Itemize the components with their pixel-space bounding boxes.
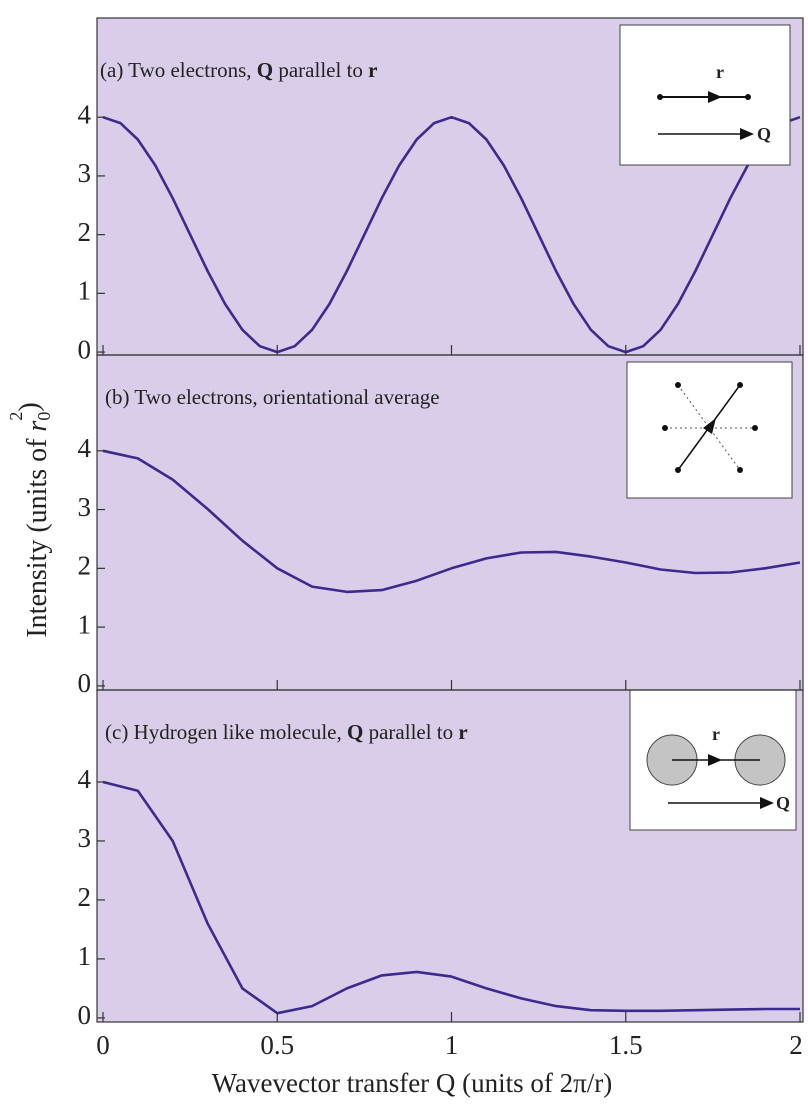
arrowhead [703,418,716,434]
curve [102,115,801,354]
panel-frame [96,689,804,1023]
title-part: r [458,720,467,744]
y-tick-label: 3 [78,492,92,522]
x-tick-label: 0.5 [260,1030,294,1060]
curve [102,449,801,594]
x-axis-label: Wavevector transfer Q (units of 2π/r) [212,1068,613,1098]
label-symbol: r [22,421,53,432]
y-tick-label: 0 [78,668,92,698]
panel-title: (c) Hydrogen like molecule, Q parallel t… [105,720,468,744]
curve [102,780,800,1015]
electron [657,94,663,100]
x-tick-label: 0 [96,1030,110,1060]
arrowhead [708,91,722,103]
inset-label: r [712,724,720,744]
electron [737,467,743,473]
title-part: (b) Two electrons, orientational average [105,385,440,409]
y-tick-label: 2 [78,551,92,581]
electrons [662,382,758,473]
label-sub: 0 [34,412,54,421]
x-tick-label: 1.5 [609,1030,643,1060]
electron [675,382,681,388]
electron [675,467,681,473]
curves [102,115,801,1015]
y-axis-label: Intensity (units of r02) [6,402,53,637]
panel-title: (b) Two electrons, orientational average [105,385,440,409]
title-part: Q [347,720,363,744]
inset-box [619,24,791,166]
inset-label: r [716,62,724,82]
y-tick-label: 2 [78,217,92,247]
title-part: (c) Hydrogen like molecule, [105,720,347,744]
plot-background [97,18,803,1022]
y-tick-label: 3 [78,823,92,853]
title-part: parallel to [363,720,458,744]
label-text: Intensity (units of [22,432,53,638]
inset-b [626,361,793,499]
y-tick-label: 0 [78,1000,92,1030]
panel-title: (a) Two electrons, Q parallel to r [100,58,377,82]
y-tick-label: 1 [78,609,92,639]
title-part: (a) Two electrons, [100,58,257,82]
electron [745,94,751,100]
x-tick-label: 2 [789,1030,803,1060]
arrowhead [708,754,722,766]
label-sup: 2 [6,412,26,421]
y-tick-label: 0 [78,334,92,364]
inset-label: Q [757,124,771,144]
inset-label: Q [776,793,790,813]
inset-c: r Q [629,689,797,831]
title-part: r [368,58,377,82]
inset-a: r Q [619,24,791,166]
title-part: parallel to [273,58,368,82]
y-tick-label: 1 [78,941,92,971]
y-tick-label: 2 [78,882,92,912]
y-tick-label: 4 [78,433,92,463]
label-close: ) [14,402,45,411]
arrowhead [740,128,754,140]
electron [662,425,668,431]
arrowhead [760,797,774,809]
title-part: Q [257,58,273,82]
electron [737,382,743,388]
y-tick-label: 4 [78,99,92,129]
y-tick-label: 4 [78,764,92,794]
x-tick-label: 1 [445,1030,459,1060]
y-tick-label: 1 [78,276,92,306]
y-tick-label: 3 [78,158,92,188]
electron [752,425,758,431]
